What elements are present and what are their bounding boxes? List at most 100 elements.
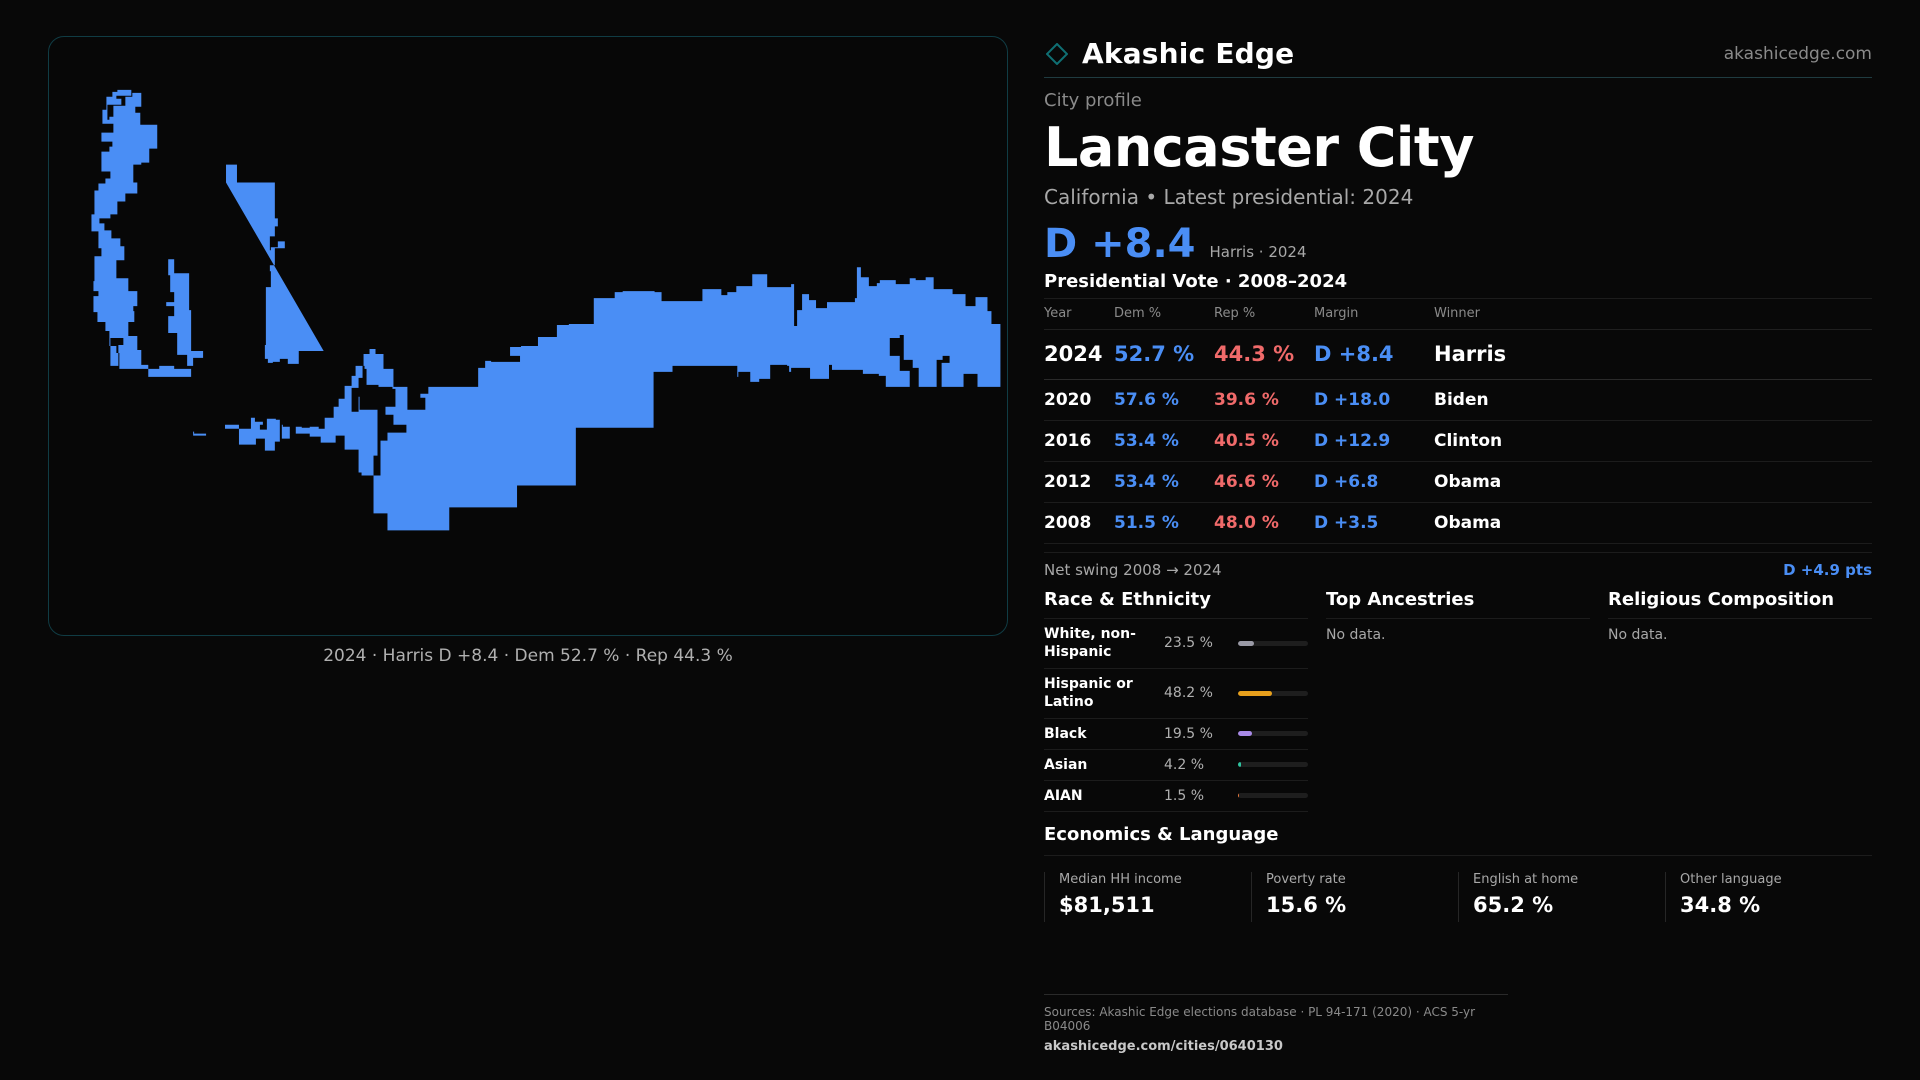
race-ethnicity-section: Race & Ethnicity White, non-Hispanic 23.… [1044,589,1308,812]
row-year: 2008 [1044,502,1114,544]
eth-label: Asian [1044,756,1088,773]
row-dem: 52.7 % [1114,329,1214,380]
eth-bar [1238,762,1308,767]
eth-bar [1238,731,1308,736]
eth-label: Black [1044,725,1087,742]
row-winner: Biden [1434,379,1872,421]
list-item: Asian 4.2 % [1044,750,1308,781]
econ-stat: Poverty rate 15.6 % [1251,871,1458,922]
econ-stat: Median HH income $81,511 [1044,871,1251,922]
page-title: Lancaster City [1044,116,1474,179]
table-row: 2024 52.7 % 44.3 % D +8.4 Harris [1044,329,1872,380]
page-url-link[interactable]: akashicedge.com/cities/0640130 [1044,1039,1283,1054]
ancestries-title: Top Ancestries [1326,589,1590,619]
eth-bar-fill [1238,690,1272,696]
row-margin: D +12.9 [1314,420,1434,462]
city-boundary-shape [87,89,1001,531]
econ-label: Other language [1680,871,1782,887]
brand-url-link[interactable]: akashicedge.com [1723,43,1872,64]
list-item: Hispanic or Latino 48.2 % [1044,669,1308,719]
header-year: Year [1044,299,1114,330]
sources-text: Sources: Akashic Edge elections database… [1044,1005,1476,1033]
row-rep: 39.6 % [1214,379,1314,421]
row-margin: D +6.8 [1314,461,1434,503]
header-winner: Winner [1434,299,1872,330]
row-year: 2020 [1044,379,1114,421]
eth-bar [1238,793,1308,798]
econ-value: $81,511 [1059,892,1155,917]
profile-panel: Akashic Edge akashicedge.com City profil… [1044,36,1872,922]
eth-bar [1238,640,1308,646]
brand-name: Akashic Edge [1082,37,1295,70]
header-margin: Margin [1314,299,1434,330]
religion-title: Religious Composition [1608,589,1872,619]
vote-table: Year Dem % Rep % Margin Winner 2024 52.7… [1044,299,1872,544]
econ-title: Economics & Language [1044,824,1872,856]
swing-value: D +4.9 pts [1783,560,1872,579]
eth-label: Hispanic or Latino [1044,676,1133,710]
eth-bar [1238,690,1308,696]
religion-section: Religious Composition No data. [1608,589,1872,812]
eth-bar-fill [1238,762,1241,767]
econ-label: Poverty rate [1266,871,1346,887]
row-margin: D +3.5 [1314,502,1434,544]
table-row: 2020 57.6 % 39.6 % D +18.0 Biden [1044,379,1872,421]
econ-label: Median HH income [1059,871,1182,887]
eth-pct: 1.5 % [1164,787,1205,804]
eth-pct: 48.2 % [1164,685,1213,701]
row-winner: Clinton [1434,420,1872,462]
econ-value: 34.8 % [1680,892,1761,917]
swing-label: Net swing 2008 → 2024 [1044,560,1222,579]
row-margin: D +8.4 [1314,329,1434,380]
row-dem: 51.5 % [1114,502,1214,544]
city-map[interactable] [48,36,1008,636]
eth-label: White, non-Hispanic [1044,626,1136,660]
row-winner: Obama [1434,502,1872,544]
footer: Sources: Akashic Edge elections database… [1044,994,1508,1054]
profile-type-label: City profile [1044,90,1142,111]
religion-empty: No data. [1608,626,1668,643]
brand-header: Akashic Edge akashicedge.com [1044,36,1872,78]
headline-note: Harris · 2024 [1209,243,1307,261]
vote-section-title: Presidential Vote · 2008–2024 [1044,271,1872,299]
row-rep: 48.0 % [1214,502,1314,544]
eth-label: AIAN [1044,787,1083,804]
eth-bar-fill [1238,793,1240,798]
list-item: AIAN 1.5 % [1044,781,1308,812]
map-caption: 2024 · Harris D +8.4 · Dem 52.7 % · Rep … [323,646,733,666]
table-row: 2008 51.5 % 48.0 % D +3.5 Obama [1044,502,1872,544]
eth-pct: 4.2 % [1164,756,1205,773]
list-item: White, non-Hispanic 23.5 % [1044,619,1308,669]
demographics-columns: Race & Ethnicity White, non-Hispanic 23.… [1044,589,1872,812]
row-rep: 44.3 % [1214,329,1314,380]
econ-stat: Other language 34.8 % [1665,871,1872,922]
headline-result: D +8.4 Harris · 2024 [1044,221,1872,267]
header-rep: Rep % [1214,299,1314,330]
ancestries-section: Top Ancestries No data. [1326,589,1590,812]
econ-value: 15.6 % [1266,892,1347,917]
headline-margin: D +8.4 [1044,221,1196,267]
eth-bar-fill [1238,640,1255,646]
table-row: 2016 53.4 % 40.5 % D +12.9 Clinton [1044,420,1872,462]
net-swing: Net swing 2008 → 2024 D +4.9 pts [1044,551,1872,579]
row-rep: 46.6 % [1214,461,1314,503]
row-margin: D +18.0 [1314,379,1434,421]
row-rep: 40.5 % [1214,420,1314,462]
list-item: Black 19.5 % [1044,719,1308,750]
econ-value: 65.2 % [1473,892,1554,917]
row-year: 2012 [1044,461,1114,503]
diamond-logo-icon [1046,42,1068,65]
row-dem: 53.4 % [1114,420,1214,462]
row-dem: 57.6 % [1114,379,1214,421]
table-row: 2012 53.4 % 46.6 % D +6.8 Obama [1044,461,1872,503]
row-year: 2016 [1044,420,1114,462]
econ-grid: Median HH income $81,511 Poverty rate 15… [1044,871,1872,922]
row-winner: Harris [1434,329,1872,380]
race-title: Race & Ethnicity [1044,589,1308,619]
row-winner: Obama [1434,461,1872,503]
row-year: 2024 [1044,329,1114,380]
ancestries-empty: No data. [1326,626,1386,643]
econ-label: English at home [1473,871,1579,887]
eth-pct: 23.5 % [1164,635,1213,651]
vote-table-header: Year Dem % Rep % Margin Winner [1044,299,1872,330]
